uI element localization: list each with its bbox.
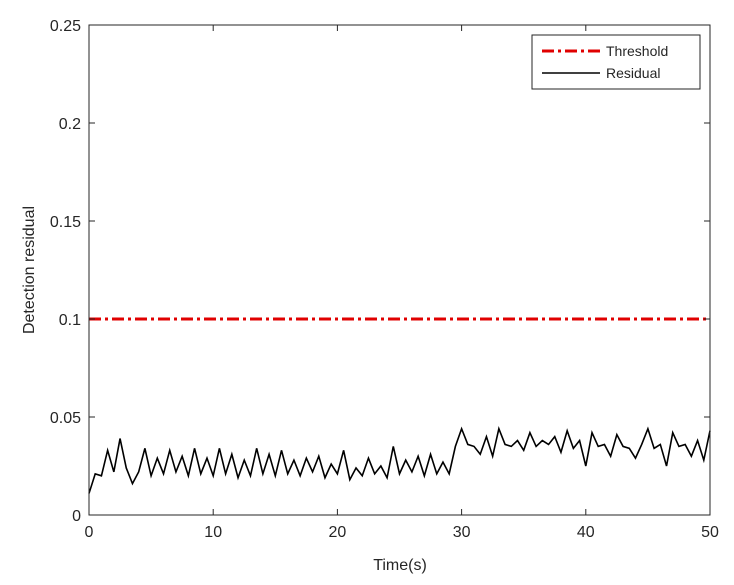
- x-tick-label: 40: [577, 524, 595, 541]
- y-tick-label: 0.05: [50, 410, 81, 427]
- x-axis-label: Time(s): [373, 557, 427, 574]
- legend-label: Threshold: [606, 43, 668, 59]
- x-tick-label: 10: [204, 524, 222, 541]
- y-axis-label: Detection residual: [21, 206, 38, 334]
- legend-label: Residual: [606, 65, 660, 81]
- legend-box: [531, 34, 701, 90]
- y-tick-label: 0: [72, 508, 81, 525]
- x-tick-label: 50: [701, 524, 719, 541]
- data-line: [88, 426, 711, 494]
- y-tick-label: 0.1: [59, 312, 81, 329]
- y-tick-label: 0.2: [59, 116, 81, 133]
- x-tick-label: 30: [453, 524, 471, 541]
- y-tick-label: 0.25: [50, 18, 81, 35]
- y-tick-label: 0.15: [50, 214, 81, 231]
- x-tick-label: 0: [85, 524, 94, 541]
- axes-box: [88, 24, 711, 516]
- x-tick-label: 20: [329, 524, 347, 541]
